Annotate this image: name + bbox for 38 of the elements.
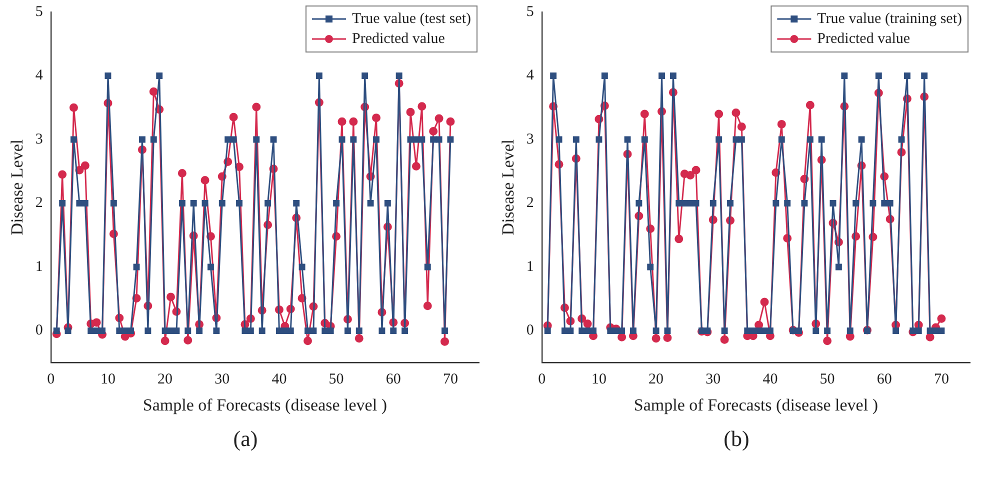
- y-tick-label: 2: [35, 195, 43, 212]
- x-tick-label: 50: [820, 372, 835, 388]
- x-tick-label: 40: [272, 372, 287, 388]
- x-tick-label: 30: [214, 372, 230, 388]
- y-tick-label: 5: [35, 4, 43, 20]
- y-tick-label: 5: [526, 4, 534, 20]
- legend-label: Predicted value: [352, 30, 446, 47]
- x-tick-label: 60: [876, 372, 892, 388]
- x-axis-title: Sample of Forecasts (disease level ): [634, 395, 878, 414]
- x-tick-label: 10: [100, 372, 116, 388]
- y-tick-label: 3: [35, 131, 43, 148]
- x-tick-label: 40: [762, 372, 778, 388]
- y-tick-label: 0: [35, 322, 43, 339]
- x-tick-label: 0: [538, 372, 546, 388]
- x-tick-label: 70: [934, 372, 949, 388]
- y-tick-label: 4: [35, 68, 44, 84]
- y-tick-label: 3: [526, 131, 534, 148]
- x-axis-title: Sample of Forecasts (disease level ): [142, 395, 387, 414]
- y-tick-label: 2: [526, 195, 534, 212]
- text: (a): [232, 426, 259, 452]
- x-tick-label: 50: [328, 372, 344, 388]
- y-tick-label: 4: [526, 68, 534, 84]
- x-tick-label: 70: [442, 372, 458, 388]
- y-axis-title: Disease Level: [498, 139, 518, 236]
- x-tick-label: 10: [591, 372, 606, 388]
- x-tick-label: 20: [648, 372, 664, 388]
- y-tick-label: 0: [526, 322, 534, 339]
- text: (b): [722, 426, 750, 452]
- y-tick-label: 1: [526, 258, 534, 275]
- x-tick-label: 60: [386, 372, 401, 388]
- legend-label: Predicted value: [817, 30, 910, 47]
- x-tick-label: 20: [158, 372, 173, 388]
- y-tick-label: 1: [35, 258, 43, 275]
- y-axis-title: Disease Level: [8, 139, 27, 236]
- x-tick-label: 30: [706, 372, 721, 388]
- legend-label: True value (training set): [817, 10, 962, 27]
- x-tick-label: 0: [47, 372, 55, 388]
- legend-label: True value (test set): [352, 10, 472, 27]
